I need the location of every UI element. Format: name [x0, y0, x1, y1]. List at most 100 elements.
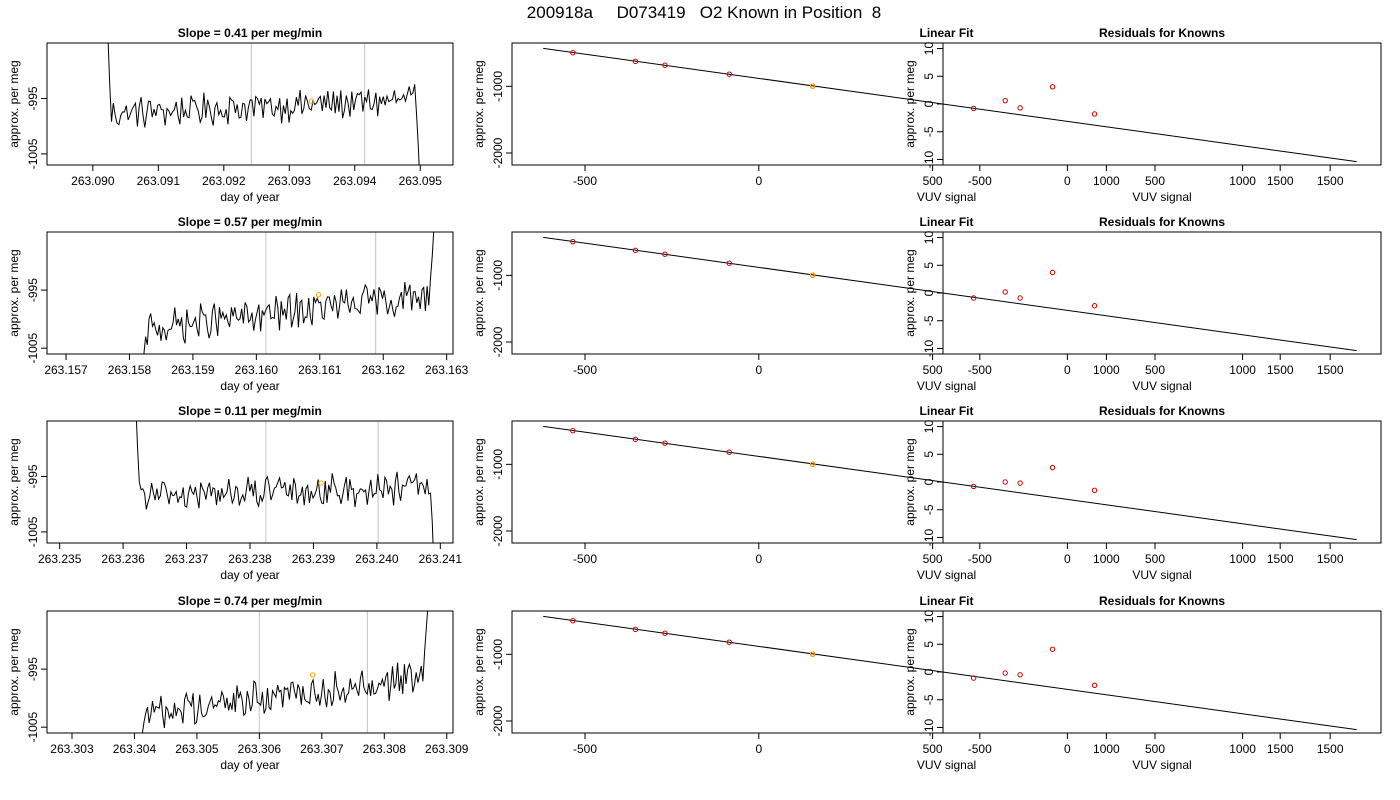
x-tick-label: 263.304	[113, 742, 157, 756]
plot-area	[543, 425, 1357, 541]
x-axis-label: VUV signal	[917, 758, 976, 772]
x-tick-label: 1000	[1229, 363, 1256, 377]
y-tick-label: -10	[922, 528, 936, 546]
residual-point	[1017, 480, 1023, 486]
known-data-point	[632, 626, 639, 633]
y-tick-label: -995	[26, 464, 40, 488]
residual-point	[1049, 269, 1056, 276]
fit-line	[543, 615, 1357, 731]
plot-frame	[46, 42, 454, 166]
x-axis-label: VUV signal	[1132, 758, 1191, 772]
x-tick-label: 500	[1145, 363, 1165, 377]
plot-frame	[942, 42, 1382, 166]
data-trace-line	[107, 43, 420, 165]
x-tick-label: 263.160	[235, 363, 279, 377]
plot-frame	[46, 420, 454, 544]
x-tick-label: 263.159	[171, 363, 215, 377]
y-tick-label: -2000	[491, 137, 505, 168]
x-tick-label: 1000	[1093, 363, 1120, 377]
known-data-point	[726, 260, 732, 266]
x-tick-label: 1500	[1267, 363, 1294, 377]
y-tick-label: -10	[922, 718, 936, 736]
x-tick-label: 0	[1064, 742, 1071, 756]
y-tick-label: 10	[922, 420, 936, 434]
x-tick-label: 263.306	[238, 742, 282, 756]
residual-point	[1002, 97, 1008, 104]
y-tick-label: -5	[922, 126, 936, 137]
fit-line	[543, 425, 1357, 541]
residual-point	[1017, 105, 1023, 111]
residual-point	[1049, 646, 1056, 652]
y-axis-label: approx. per meg	[472, 249, 486, 336]
x-tick-label: 1500	[1267, 552, 1294, 566]
y-axis-label: approx. per meg	[903, 438, 917, 525]
x-tick-label: 500	[1145, 552, 1165, 566]
y-tick-label: -995	[26, 278, 40, 302]
x-axis-label: VUV signal	[917, 190, 976, 204]
x-tick-label: 263.239	[292, 552, 336, 566]
known-data-point	[662, 630, 668, 636]
y-tick-label: -1005	[26, 712, 40, 743]
x-tick-label: -500	[573, 552, 597, 566]
fit-panel-row-2: Linear Fit-500 0 500 1000 1500-1000-2000VUV …	[472, 215, 1382, 393]
panel-title: Residuals for Knowns	[1099, 215, 1225, 229]
known-data-point	[570, 49, 576, 56]
plot-frame	[942, 231, 1382, 355]
x-tick-label: -500	[573, 363, 597, 377]
y-axis-label: approx. per meg	[903, 628, 917, 715]
time-panel-row-3: Slope = 0.11 per meg/min 263.235 263.236 26…	[7, 404, 462, 582]
plot-area	[543, 615, 1357, 731]
residual-point	[1002, 479, 1008, 485]
x-tick-label: -500	[968, 363, 992, 377]
y-axis-label: approx. per meg	[472, 438, 486, 525]
x-tick-label: 263.236	[101, 552, 145, 566]
panel-title: Slope = 0.74 per meg/min	[178, 594, 322, 608]
known-data-point	[662, 62, 668, 68]
x-tick-label: 500	[923, 174, 943, 188]
known-data-point	[662, 440, 668, 446]
panel-title: Linear Fit	[919, 594, 973, 608]
x-tick-label: 263.091	[137, 174, 181, 188]
y-tick-label: 0	[922, 668, 936, 675]
x-tick-label: 0	[1064, 363, 1071, 377]
y-tick-label: 10	[922, 610, 936, 624]
y-tick-label: 5	[922, 262, 936, 269]
residual-point	[1002, 289, 1008, 295]
x-tick-label: 1000	[1229, 174, 1256, 188]
y-axis-label: approx. per meg	[903, 60, 917, 147]
residual-point	[1002, 670, 1008, 676]
x-tick-label: 0	[1064, 174, 1071, 188]
fit-line	[543, 236, 1357, 352]
x-tick-label: -500	[968, 174, 992, 188]
panel-title: Slope = 0.41 per meg/min	[178, 26, 322, 40]
known-data-point	[726, 449, 732, 455]
plot-area	[107, 43, 420, 165]
y-tick-label: -2000	[491, 705, 505, 736]
current-point-marker	[315, 292, 322, 298]
residual-point	[1091, 487, 1098, 494]
y-tick-label: -5	[922, 694, 936, 705]
plot-area	[141, 611, 429, 733]
x-tick-label: 263.090	[71, 174, 115, 188]
residual-point	[970, 675, 977, 681]
residual-panel-row-4: Residuals for Knowns-500 0 500 1000 15001050…	[903, 594, 1382, 772]
residual-panel-row-3: Residuals for Knowns-500 0 500 1000 15001050…	[903, 404, 1382, 582]
x-tick-label: 1500	[1267, 742, 1294, 756]
x-tick-label: 263.303	[50, 742, 94, 756]
fit-panel-row-4: Linear Fit-500 0 500 1000 1500-1000-2000VUV …	[472, 594, 1382, 772]
x-tick-label: 263.092	[202, 174, 246, 188]
known-data-point	[662, 251, 668, 257]
x-axis-label: VUV signal	[917, 568, 976, 582]
x-axis-label: day of year	[220, 568, 279, 582]
x-tick-label: 263.158	[108, 363, 152, 377]
x-tick-label: 1500	[1317, 363, 1344, 377]
x-tick-label: 263.241	[419, 552, 463, 566]
panel-title: Slope = 0.57 per meg/min	[178, 215, 322, 229]
known-data-point	[632, 58, 639, 65]
y-tick-label: 5	[922, 641, 936, 648]
x-tick-label: 0	[1064, 552, 1071, 566]
x-tick-label: 1500	[1317, 742, 1344, 756]
x-tick-label: 263.162	[362, 363, 406, 377]
y-tick-label: -1000	[491, 639, 505, 670]
